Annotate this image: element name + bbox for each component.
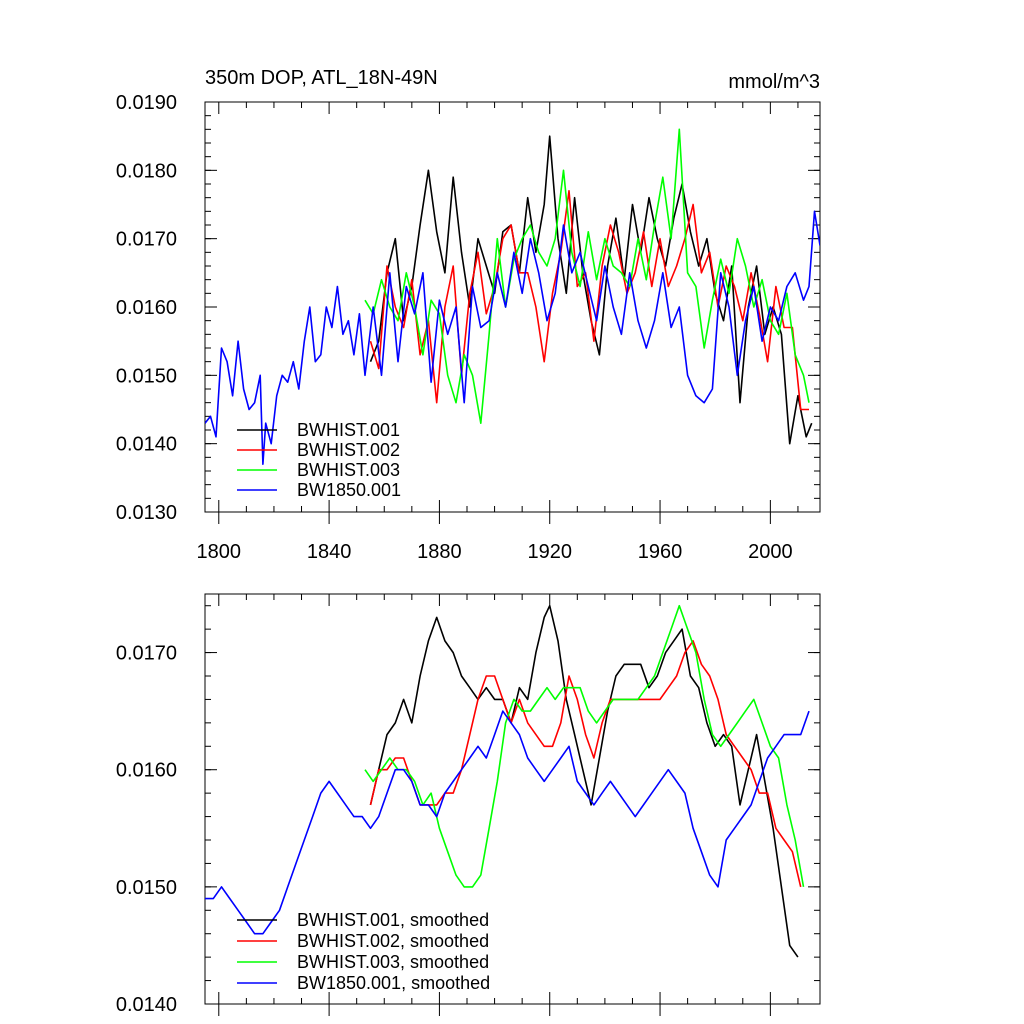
chart-title-left: 350m DOP, ATL_18N-49N [205, 67, 438, 89]
plot-frame [204, 593, 821, 1005]
series-line-2 [364, 604, 805, 888]
y-tick-label: 0.0150 [116, 365, 177, 387]
y-tick-label: 0.0160 [116, 760, 177, 782]
legend-label-1: BWHIST.002 [297, 440, 400, 460]
legend-label-0: BWHIST.001, smoothed [297, 910, 489, 930]
y-tick-label: 0.0130 [116, 502, 177, 524]
series-line-1 [369, 640, 802, 888]
x-tick-label: 1920 [527, 541, 572, 563]
x-tick-label: 2000 [748, 541, 793, 563]
series-line-0 [369, 604, 799, 958]
y-tick-label: 0.0150 [116, 877, 177, 899]
legend-label-3: BW1850.001 [297, 480, 401, 500]
series-line-1 [369, 190, 809, 411]
legend-label-3: BW1850.001, smoothed [297, 973, 490, 993]
chart-units-label: mmol/m^3 [728, 71, 820, 93]
y-tick-label: 0.0140 [116, 434, 177, 456]
x-tick-label: 1840 [307, 541, 352, 563]
series-line-2 [364, 128, 810, 425]
legend-label-0: BWHIST.001 [297, 420, 400, 440]
x-tick-label: 1960 [638, 541, 683, 563]
top-panel-time-series: 1800 1840 1880 1920 1960 2000 0.0130 0.0140 0.01… [116, 67, 821, 563]
x-tick-label: 1800 [197, 541, 242, 563]
y-tick-label: 0.0170 [116, 643, 177, 665]
legend-label-2: BWHIST.003 [297, 460, 400, 480]
y-tick-label: 0.0180 [116, 160, 177, 182]
y-tick-label: 0.0190 [116, 92, 177, 114]
y-tick-label: 0.0140 [116, 994, 177, 1016]
series-line-3 [205, 710, 810, 935]
x-tick-label: 1880 [417, 541, 462, 563]
y-tick-label: 0.0160 [116, 297, 177, 319]
bottom-panel-smoothed-series: 0.0140 0.0150 0.0160 0.0170 BWHIST.001, smoo… [116, 593, 821, 1016]
y-tick-label: 0.0170 [116, 229, 177, 251]
legend-label-2: BWHIST.003, smoothed [297, 952, 489, 972]
legend-label-1: BWHIST.002, smoothed [297, 931, 489, 951]
series-line-3 [205, 210, 820, 466]
